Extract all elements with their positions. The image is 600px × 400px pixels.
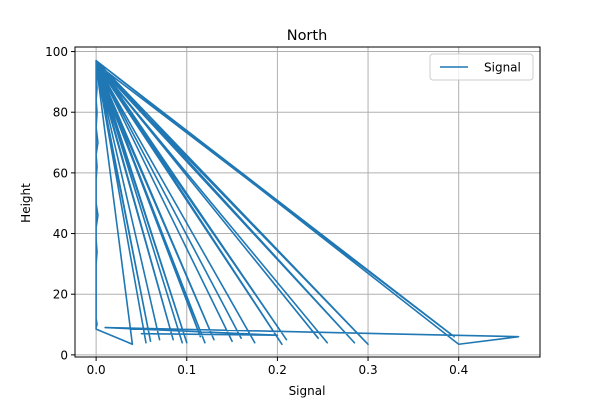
y-tick-label: 0 — [60, 348, 68, 362]
y-tick-label: 60 — [53, 166, 68, 180]
legend: Signal — [429, 53, 534, 81]
x-tick-label: 0.1 — [177, 363, 196, 377]
y-tick-label: 80 — [53, 106, 68, 120]
x-axis-label: Signal — [289, 384, 326, 398]
chart-title: North — [287, 28, 328, 44]
y-tick-label: 100 — [45, 45, 68, 59]
axes-frame — [74, 46, 541, 358]
x-tick-label: 0.4 — [449, 363, 468, 377]
y-tick-label: 20 — [53, 288, 68, 302]
x-tick-label: 0.2 — [268, 363, 287, 377]
series-line — [95, 59, 520, 346]
plot-area — [95, 59, 520, 346]
legend-label: Signal — [484, 61, 521, 75]
grid — [75, 47, 540, 357]
y-tick-label: 40 — [53, 227, 68, 241]
y-axis-label: Height — [19, 183, 33, 223]
y-axis: 0 20 40 60 80 100 — [45, 45, 75, 362]
x-axis: 0.0 0.1 0.2 0.3 0.4 — [87, 357, 468, 377]
x-tick-label: 0.0 — [87, 363, 106, 377]
legend-box — [429, 53, 534, 81]
x-tick-label: 0.3 — [359, 363, 378, 377]
